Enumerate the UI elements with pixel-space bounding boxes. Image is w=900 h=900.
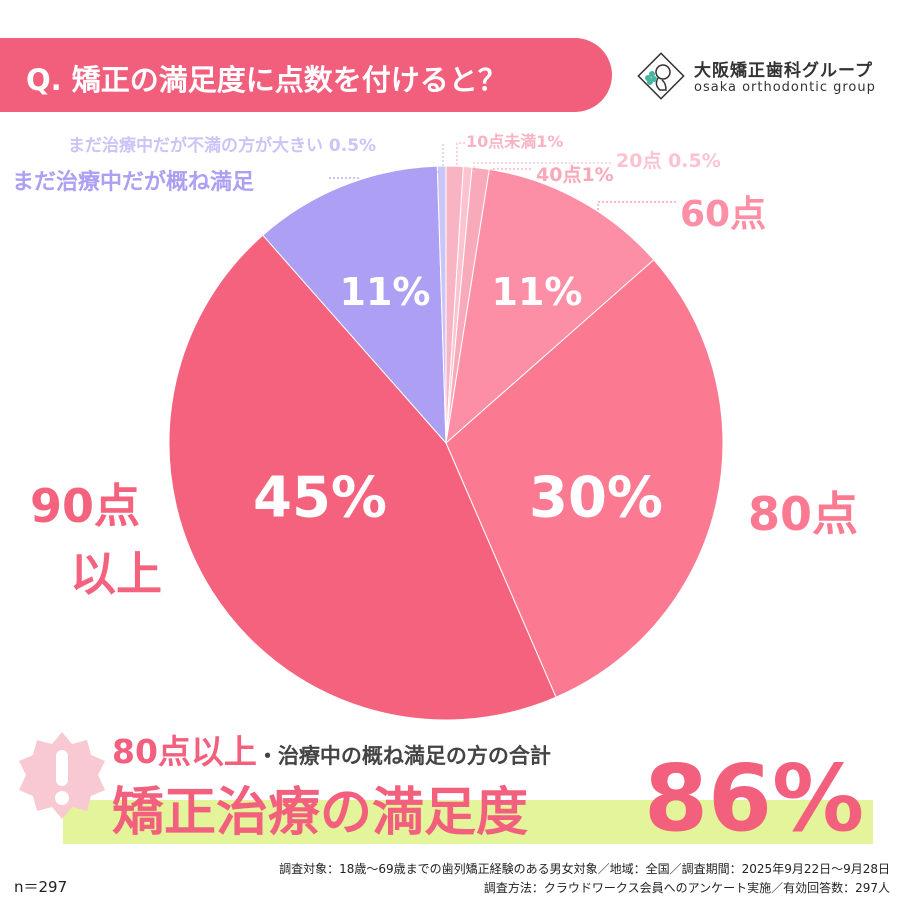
pie-slice-3 — [445, 168, 655, 445]
leader-u10 — [452, 142, 465, 173]
summary-sub-rest: ・治療中の概ね満足の方の合計 — [256, 744, 551, 768]
leader-p60 — [597, 201, 676, 230]
summary-subheading: 80点以上・治療中の概ね満足の方の合計 — [112, 725, 551, 773]
label-p90b: 以上 — [70, 547, 162, 601]
leader-p40 — [490, 168, 533, 175]
label-p20: 20点 0.5% — [616, 150, 721, 172]
question-text: Q. 矯正の満足度に点数を付けると？ — [26, 63, 507, 97]
pie-slice-7 — [436, 165, 447, 444]
label-fuman: まだ治療中だが不満の方が大きい 0.5% — [68, 136, 377, 156]
label-u10: 10点未満1% — [466, 132, 564, 151]
label-gaine: まだ治療中だが概ね満足 — [12, 170, 255, 195]
leader-fuman — [437, 143, 444, 173]
pct-label-90: 45% — [252, 465, 388, 531]
label-p60: 60点 — [680, 194, 767, 235]
label-p40: 40点1% — [536, 164, 614, 186]
sample-size: n＝297 — [14, 878, 68, 896]
pie-slice-5 — [168, 234, 557, 721]
footer-line1: 調査対象：18歳～69歳までの歯列矯正経験のある男女対象／地域：全国／調査期間：… — [279, 862, 890, 876]
logo-subtitle: osaka orthodontic group — [694, 80, 876, 95]
pie-slice-4 — [445, 259, 724, 698]
logo-mark — [637, 52, 685, 100]
pct-label-60: 11% — [491, 270, 583, 314]
summary-value: 86% — [644, 745, 865, 852]
summary-highlight — [63, 800, 873, 844]
pie-slice-6 — [262, 165, 447, 445]
label-p90a: 90点 — [30, 479, 141, 533]
summary-sub-main: 80点以上 — [112, 732, 257, 771]
leader-p20 — [473, 162, 612, 172]
footer-line2: 調査方法：クラウドワークス会員へのアンケート実施／有効回答数：297人 — [483, 881, 890, 895]
pct-label-gaine: 11% — [339, 270, 431, 314]
exclamation-badge-icon — [19, 732, 105, 819]
logo: 大阪矯正歯科グループ osaka orthodontic group — [636, 52, 886, 102]
logo-name: 大阪矯正歯科グループ — [694, 61, 873, 81]
label-p80: 80点 — [748, 487, 859, 541]
summary-title: 矯正治療の満足度 — [112, 783, 529, 843]
pct-label-80: 30% — [528, 465, 664, 531]
question-banner: Q. 矯正の満足度に点数を付けると？ — [0, 38, 612, 112]
